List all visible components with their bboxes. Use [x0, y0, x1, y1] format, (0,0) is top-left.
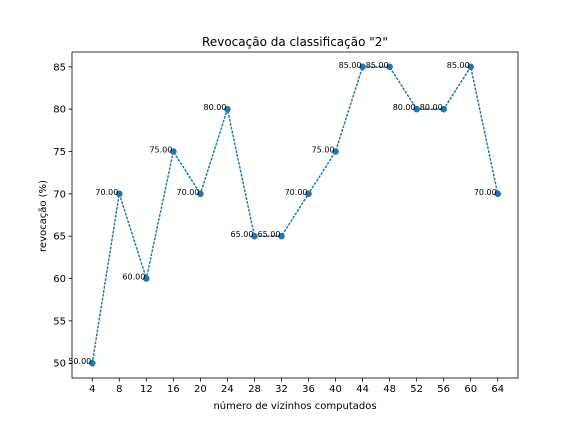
data-point: [143, 275, 150, 282]
data-point: [170, 148, 177, 155]
data-label: 75.00: [312, 145, 335, 154]
y-axis-label: revocação (%): [38, 180, 49, 252]
x-tick-label: 4: [89, 384, 95, 395]
data-label: 65.00: [258, 230, 281, 239]
data-point: [305, 190, 312, 198]
x-tick-label: 12: [140, 384, 153, 395]
x-tick-label: 16: [167, 384, 180, 395]
x-tick-label: 44: [356, 384, 369, 395]
data-point: [440, 105, 447, 113]
data-label: 70.00: [285, 188, 308, 197]
data-label: 85.00: [366, 61, 389, 70]
y-tick-label: 75: [53, 147, 66, 158]
data-label: 80.00: [420, 103, 443, 112]
plot-area: 4 8 12 16 20 24 28 32 36 40 44 48 52 56 60 645055606570…: [53, 51, 519, 395]
data-label: 70.00: [474, 188, 497, 197]
x-tick-label: 8: [116, 384, 122, 395]
x-tick-label: 20: [194, 384, 207, 395]
data-label: 60.00: [122, 273, 145, 282]
x-tick-label: 32: [275, 384, 288, 395]
y-tick-label: 80: [53, 105, 66, 116]
data-point: [413, 105, 420, 113]
y-tick-label: 65: [53, 232, 66, 243]
data-label: 85.00: [339, 61, 362, 70]
x-tick-label: 28: [248, 384, 261, 395]
series-line: [91, 64, 499, 364]
y-tick-label: 60: [53, 274, 66, 285]
x-tick-label: 36: [302, 384, 315, 395]
data-point: [467, 63, 474, 71]
y-tick-label: 55: [53, 316, 66, 327]
data-point: [386, 63, 393, 71]
data-label: 65.00: [231, 230, 254, 239]
data-point: [88, 359, 96, 367]
y-tick-label: 85: [53, 62, 66, 73]
chart-title: Revocação da classificação "2": [202, 35, 388, 49]
data-point: [251, 232, 258, 240]
data-label: 80.00: [204, 103, 227, 112]
data-label: 50.00: [68, 357, 91, 366]
x-tick-label: 60: [464, 384, 477, 395]
x-tick-label: 64: [491, 384, 504, 395]
data-point: [359, 63, 366, 71]
x-tick-label: 48: [383, 384, 396, 395]
plot-frame: [71, 51, 519, 379]
x-tick-label: 24: [221, 384, 234, 395]
data-label: 70.00: [176, 188, 199, 197]
x-tick-label: 52: [410, 384, 423, 395]
x-tick-label: 56: [437, 384, 450, 395]
data-label: 75.00: [149, 145, 172, 154]
x-axis-label: número de vizinhos computados: [213, 400, 376, 412]
data-point: [494, 190, 502, 198]
data-point: [116, 190, 123, 198]
data-label: 85.00: [447, 61, 470, 70]
data-point: [278, 232, 285, 240]
data-label: 80.00: [393, 103, 416, 112]
data-point: [197, 190, 204, 198]
x-tick-label: 40: [329, 384, 342, 395]
data-point: [224, 105, 231, 113]
y-tick-label: 70: [53, 189, 66, 200]
data-label: 70.00: [95, 188, 118, 197]
y-tick-label: 50: [53, 359, 66, 370]
data-point: [332, 148, 339, 155]
